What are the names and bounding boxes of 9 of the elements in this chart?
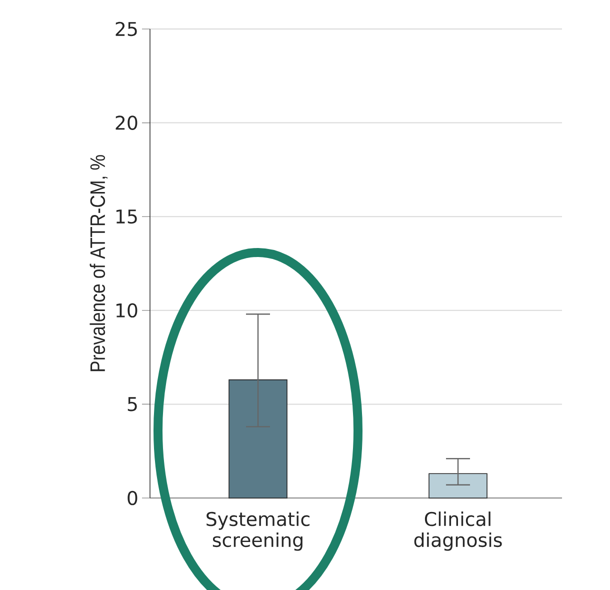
y-tick-label: 25 xyxy=(116,22,137,36)
y-tick-label: 5 xyxy=(128,397,137,412)
x-tick-label: Clinical diagnosis xyxy=(414,512,502,551)
y-axis-title: Prevalence of ATTR-CM, % xyxy=(90,155,108,372)
y-tick-label: 20 xyxy=(116,116,138,130)
y-tick-label: 10 xyxy=(116,303,138,318)
y-tick-label: 0 xyxy=(128,490,138,506)
x-tick-label: Systematic screening xyxy=(206,512,310,551)
y-tick-label: 15 xyxy=(116,210,137,224)
